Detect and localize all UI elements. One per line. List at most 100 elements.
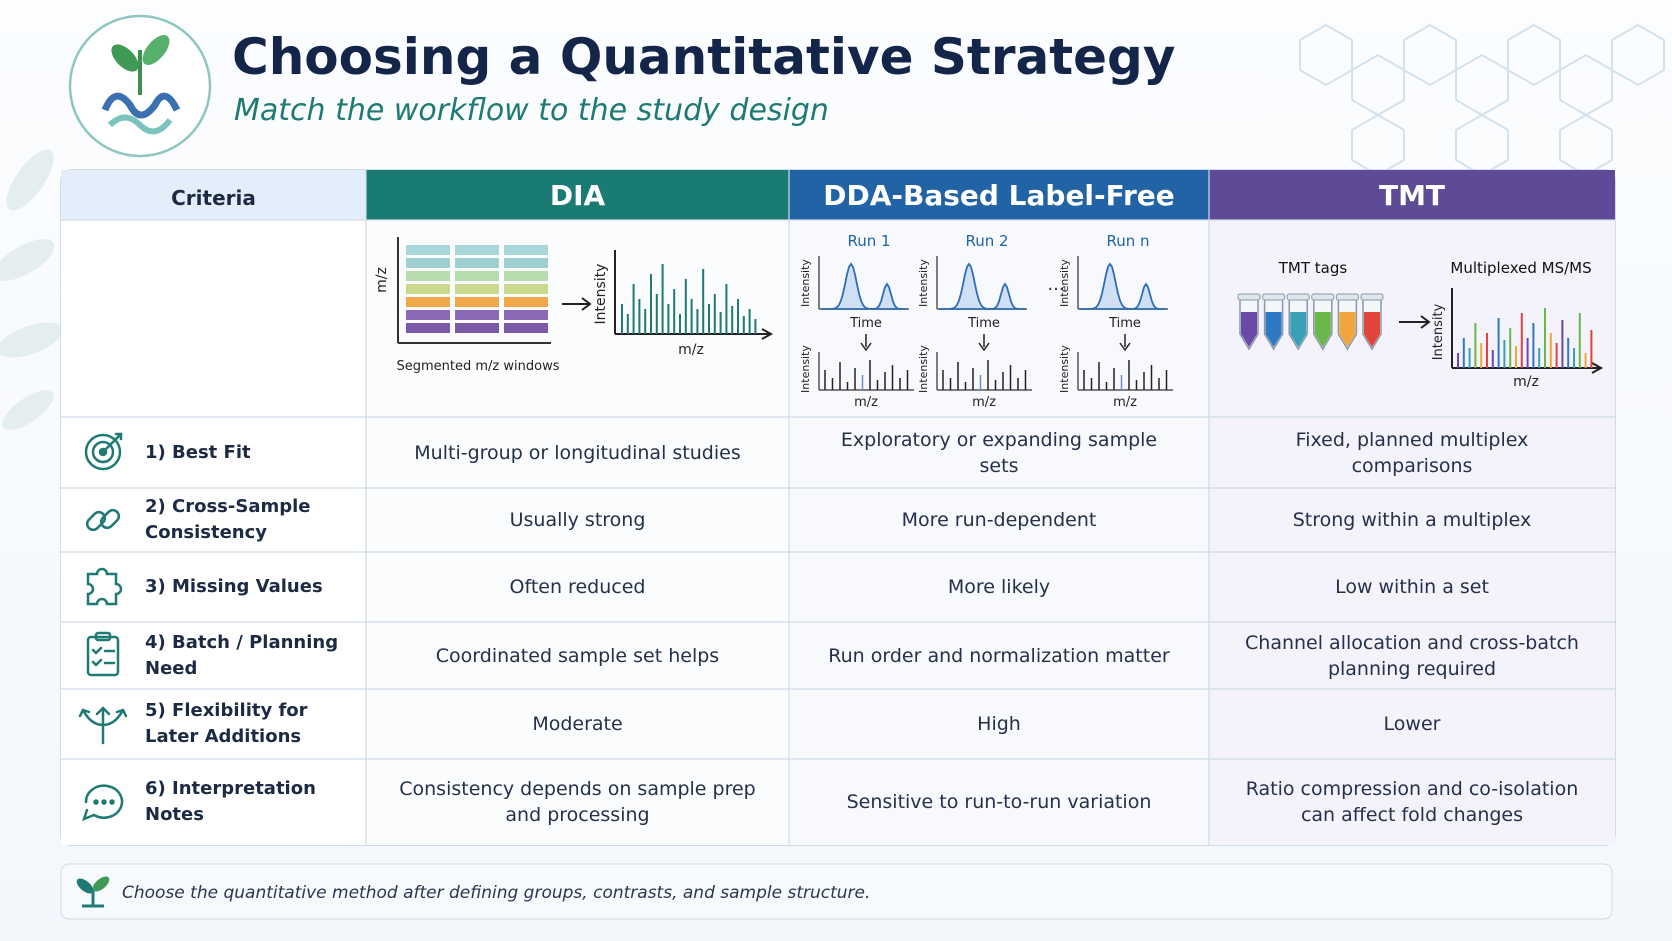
window-band xyxy=(406,258,450,268)
window-band xyxy=(504,284,548,294)
footer-icon xyxy=(76,876,110,908)
decor xyxy=(0,23,1665,430)
cell-text: Often reduced xyxy=(509,576,646,598)
criterion-label: 4) Batch / Planning Need xyxy=(145,631,339,679)
chromatogram xyxy=(1080,262,1166,310)
cell-text: High xyxy=(977,713,1021,735)
criterion-label: 1) Best Fit xyxy=(145,441,251,463)
window-band xyxy=(455,284,499,294)
cell-text: Coordinated sample set helps xyxy=(435,644,720,667)
illustration-label: Run 2 xyxy=(965,232,1008,250)
illustration-label: m/z xyxy=(374,267,390,293)
window-band xyxy=(406,284,450,294)
window-band xyxy=(504,258,548,268)
window-band xyxy=(455,297,499,307)
footer-box xyxy=(60,863,1613,920)
criterion-label: 2) Cross-Sample Consistency xyxy=(145,496,311,543)
illustration-label: ... xyxy=(1047,274,1064,295)
illustration-label: Intensity xyxy=(917,345,930,393)
cell-text: Run order and normalization matter xyxy=(828,644,1170,667)
tube-cap xyxy=(1335,293,1359,301)
window-band xyxy=(504,297,548,307)
illustration-label: Time xyxy=(849,316,882,331)
illustration-label: Run n xyxy=(1106,232,1149,250)
window-band xyxy=(406,271,450,281)
illustration-label: Intensity xyxy=(917,259,930,307)
tube-cap xyxy=(1262,293,1286,301)
window-band xyxy=(406,297,450,307)
title: Choosing a Quantitative Strategy xyxy=(232,28,1175,86)
arrow-head xyxy=(860,342,872,352)
window-band xyxy=(504,245,548,255)
window-band xyxy=(455,323,499,333)
illustration-label: Multiplexed MS/MS xyxy=(1450,259,1591,277)
illustration-label: m/z xyxy=(1113,395,1137,410)
tube-liquid xyxy=(1265,312,1282,347)
window-band xyxy=(406,245,450,255)
arrow-head xyxy=(1420,315,1431,329)
cell-text: More likely xyxy=(947,576,1051,598)
illustration-label: Intensity xyxy=(799,345,812,393)
illustration-label: m/z xyxy=(1513,374,1539,390)
cell-text: Channel allocation and cross-batch plann… xyxy=(1245,631,1579,680)
cell-text: Ratio compression and co-isolation can a… xyxy=(1245,778,1579,826)
illustration-label: TMT tags xyxy=(1278,259,1348,277)
illustration-label: m/z xyxy=(854,395,878,410)
footer-note: Choose the quantitative method after def… xyxy=(122,883,870,903)
criterion-label: 3) Missing Values xyxy=(145,576,323,597)
header-cell xyxy=(1209,170,1615,220)
window-band xyxy=(406,310,450,320)
window-band xyxy=(504,323,548,333)
illustration-label: Intensity xyxy=(1058,259,1071,307)
window-band xyxy=(455,310,499,320)
illustration-label: Intensity xyxy=(1431,303,1446,360)
window-band xyxy=(406,323,450,333)
tube-liquid xyxy=(1314,312,1331,347)
illustration-label: m/z xyxy=(678,342,704,358)
subtitle: Match the workflow to the study design xyxy=(234,93,829,128)
window-band xyxy=(455,245,499,255)
cell-text: Strong within a multiplex xyxy=(1292,509,1532,531)
illustration-label: Intensity xyxy=(1058,345,1071,393)
tube-cap xyxy=(1286,293,1310,301)
chromatogram xyxy=(939,262,1025,310)
tube-cap xyxy=(1311,293,1335,301)
cell-text: Low within a set xyxy=(1335,576,1489,598)
cell-text: Usually strong xyxy=(509,509,646,531)
tube-liquid xyxy=(1290,312,1307,347)
illustration-label: m/z xyxy=(972,395,996,410)
chromatogram xyxy=(821,262,907,310)
logo xyxy=(68,14,212,158)
window-band xyxy=(504,271,548,281)
arrow-head xyxy=(1591,362,1604,374)
cell-text: Consistency depends on sample prep and p… xyxy=(399,778,756,826)
tube-cap xyxy=(1360,293,1384,301)
arrow-head xyxy=(978,342,990,352)
tube-liquid xyxy=(1364,312,1380,347)
column-header: DIA xyxy=(550,179,606,212)
cell-text: Fixed, planned multiplex comparisons xyxy=(1295,428,1529,477)
arrow-head xyxy=(581,297,592,311)
tube-liquid xyxy=(1339,312,1356,347)
cell-text: Lower xyxy=(1383,713,1441,735)
window-band xyxy=(455,258,499,268)
column-body xyxy=(789,220,1209,845)
illustration-label: Time xyxy=(1108,316,1141,331)
column-header: Criteria xyxy=(171,186,256,210)
tube-cap xyxy=(1237,293,1261,301)
cell-text: Moderate xyxy=(532,713,623,735)
window-band xyxy=(504,310,548,320)
header-cell xyxy=(61,170,366,220)
arrow-head xyxy=(1119,342,1131,352)
illustration-label: Segmented m/z windows xyxy=(397,359,560,374)
illustration-label: Run 1 xyxy=(847,232,890,250)
tube-liquid xyxy=(1241,312,1257,347)
column-header: DDA-Based Label-Free xyxy=(823,179,1175,212)
header-cell xyxy=(789,170,1209,220)
cell-text: Multi-group or longitudinal studies xyxy=(414,441,741,464)
header-cell xyxy=(366,170,789,220)
window-band xyxy=(455,271,499,281)
criterion-label: 6) Interpretation Notes xyxy=(145,778,316,825)
